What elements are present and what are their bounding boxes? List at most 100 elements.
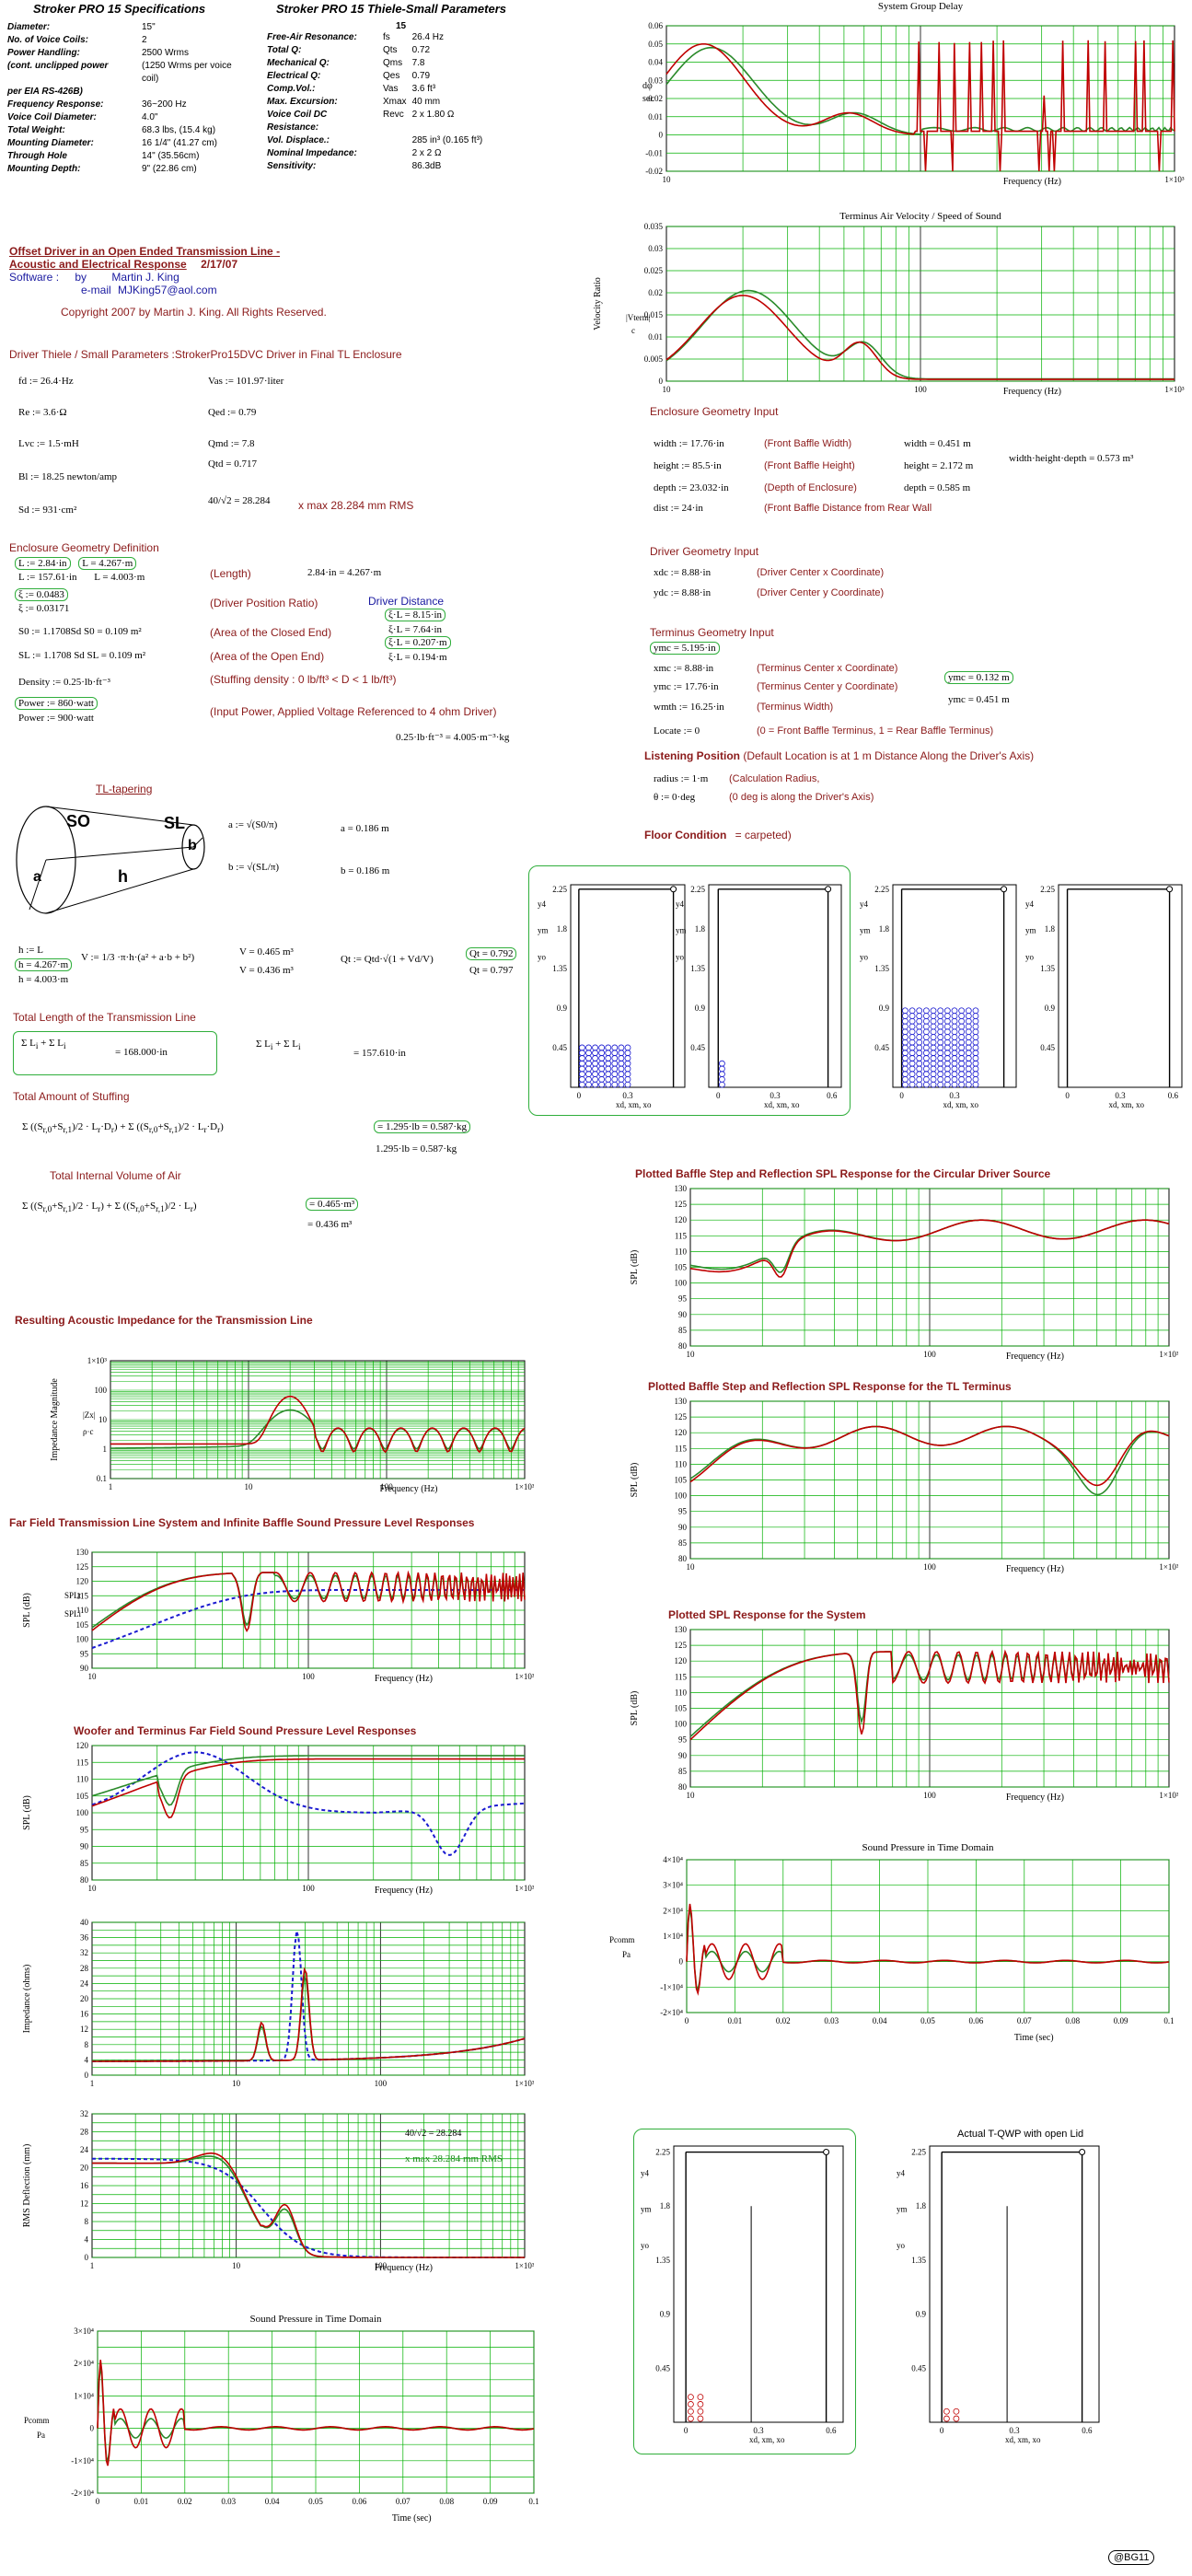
stuffing-dot — [943, 2415, 950, 2422]
ts-key: Mechanical Q: — [267, 58, 330, 68]
stuffing-dot — [605, 1044, 612, 1051]
tick-label: 130 — [675, 1397, 688, 1406]
density-label: (Stuffing density : 0 lb/ft³ < D < 1 lb/… — [210, 673, 397, 686]
in-wmth[interactable]: wmth := 16.25·in — [654, 702, 724, 713]
tick-label: 0 — [679, 1957, 684, 1967]
in-ydc[interactable]: ydc := 8.88·in — [654, 587, 712, 598]
series-line — [91, 1758, 525, 1819]
tick-label: 95 — [678, 1507, 688, 1516]
tick-label: 1.8 — [557, 924, 568, 934]
stuffing-dot — [719, 1060, 725, 1067]
grid — [97, 2330, 535, 2494]
ts-key: Comp.Vol.: — [267, 84, 316, 94]
grid — [686, 1859, 1170, 2013]
chart-baffle-tl: 80 85 90 95 100 105 110 115 120 125 130 10 100 1×10³ F… — [626, 1396, 1179, 1589]
input-xi2[interactable]: ξ := 0.03171 — [18, 603, 70, 614]
tick-label: 1×10³ — [1159, 1562, 1178, 1572]
tick-label: 90 — [80, 1842, 89, 1851]
tick-label: -2×10⁴ — [71, 2489, 94, 2498]
stuffing-dot — [618, 1044, 625, 1051]
spec-value: 2 — [142, 35, 147, 45]
plot-area — [708, 884, 842, 1088]
in-depth[interactable]: depth := 23.032·in — [654, 482, 729, 493]
a-val: a = 0.186 m — [341, 823, 389, 834]
in-height[interactable]: height := 85.5·in — [654, 460, 722, 471]
tick-label: 0.08 — [1065, 2016, 1080, 2025]
ts-row: Mechanical Q: Qms 7.8 — [267, 57, 488, 70]
ts-row: Vol. Displace.: 285 in³ (0.165 ft³) — [267, 134, 488, 147]
tick-label: 95 — [80, 1825, 89, 1834]
p-label-pa: Pa — [37, 2431, 45, 2440]
s0-eq: S0 := 1.1708Sd S0 = 0.109 m² — [18, 626, 142, 637]
in-dist[interactable]: dist := 24·in — [654, 503, 703, 514]
in-theta[interactable]: θ := 0·deg — [654, 792, 696, 803]
param-xmax: 40/√2 = 28.284 — [208, 495, 271, 506]
tick-label: 0.03 — [221, 2497, 236, 2506]
in-ymc[interactable]: ymc := 17.76·in — [654, 681, 719, 692]
in-xmc[interactable]: xmc := 8.88·in — [654, 663, 714, 674]
legend-yo: yo — [1025, 952, 1035, 961]
series-line — [91, 1751, 526, 1856]
stuffing-region — [719, 1060, 725, 1088]
tick-label: 110 — [76, 1775, 89, 1784]
tick-label: 0 — [85, 2253, 89, 2262]
input-xi[interactable]: ξ := 0.0483 — [15, 588, 68, 601]
tick-label: 95 — [678, 1735, 688, 1745]
stuffing-dot — [922, 1007, 930, 1015]
ts-row: Sensitivity: 86.3dB — [267, 160, 488, 173]
tick-label: 0.06 — [969, 2016, 984, 2025]
listen-heading: Listening Position — [644, 749, 740, 762]
tick-label: 4×10⁴ — [663, 1855, 683, 1864]
tick-label: 100 — [76, 1808, 89, 1817]
x-axis-label: Time (sec) — [1014, 2033, 1054, 2043]
in-width[interactable]: width := 17.76·in — [654, 438, 724, 449]
tick-label: 0.6 — [1168, 1091, 1179, 1100]
input-power[interactable]: Power := 860·watt — [15, 697, 98, 710]
taper-sl: SL — [164, 814, 186, 832]
tick-label: 0 — [659, 377, 664, 386]
email-link[interactable]: MJKing57@aol.com — [118, 284, 217, 296]
tick-label: 90 — [678, 1310, 688, 1319]
ts-row: Comp.Vol.: Vas 3.6 ft³ — [267, 83, 488, 96]
tick-label: 20 — [80, 2164, 89, 2173]
tick-label: 85 — [80, 1859, 89, 1868]
in-locate[interactable]: Locate := 0 — [654, 725, 700, 737]
input-l1[interactable]: L := 2.84·in — [15, 557, 71, 570]
sl-label: (Area of the Open End) — [210, 650, 325, 663]
tick-label: 100 — [302, 1672, 315, 1681]
tick-label: 115 — [675, 1231, 688, 1240]
in-xdc[interactable]: xdc := 8.88·in — [654, 567, 712, 578]
tick-label: 1 — [90, 2079, 95, 2088]
corner-marker — [670, 886, 677, 893]
tick-label: 0 — [716, 1091, 721, 1100]
tick-label: 2.25 — [874, 885, 889, 894]
grid — [689, 1188, 1169, 1347]
tick-label: 0.02 — [648, 288, 663, 297]
h1: h = 4.267·m — [15, 958, 73, 971]
tick-label: 0.45 — [874, 1043, 889, 1052]
stuff-heading: Total Amount of Stuffing — [13, 1090, 130, 1103]
ts-row: Voice Coil DC Resistance: Revc 2 x 1.80 Ω — [267, 109, 488, 134]
tick-label: 0 — [1065, 1091, 1070, 1100]
input-power2[interactable]: Power := 900·watt — [18, 713, 94, 724]
tick-label: 0 — [577, 1091, 582, 1100]
tick-label: 0 — [684, 2426, 689, 2435]
spec-key: per EIA RS-426B) — [7, 87, 83, 97]
chart-pressure-left: -2×10⁴ -1×10⁴ 0 1×10⁴ 2×10⁴ 3×10⁴ 0 0.01 0.02 0.0… — [18, 2313, 543, 2529]
ts-key: Nominal Impedance: — [267, 148, 357, 158]
input-l2[interactable]: L := 157.61·in — [18, 572, 77, 583]
output-l2: L = 4.003·m — [94, 572, 145, 583]
stuffing-dot — [908, 1007, 916, 1015]
grid — [665, 25, 1175, 172]
legend-y4: y4 — [676, 899, 685, 909]
stuffing-dot — [592, 1044, 598, 1051]
ts-symbol: Qms — [383, 58, 403, 68]
stuffing-dot — [953, 2408, 960, 2415]
in-radius[interactable]: radius := 1·m — [654, 773, 709, 784]
ts-value: 0.79 — [411, 71, 431, 81]
param-xmax-note: x max 28.284 mm RMS — [298, 499, 414, 512]
len-box: Σ Li + Σ Li = 168.000·in — [13, 1031, 217, 1075]
tick-label: 0.45 — [552, 1043, 567, 1052]
enclosure-heading: Enclosure Geometry Definition — [9, 541, 159, 554]
plot-area — [673, 2145, 844, 2423]
